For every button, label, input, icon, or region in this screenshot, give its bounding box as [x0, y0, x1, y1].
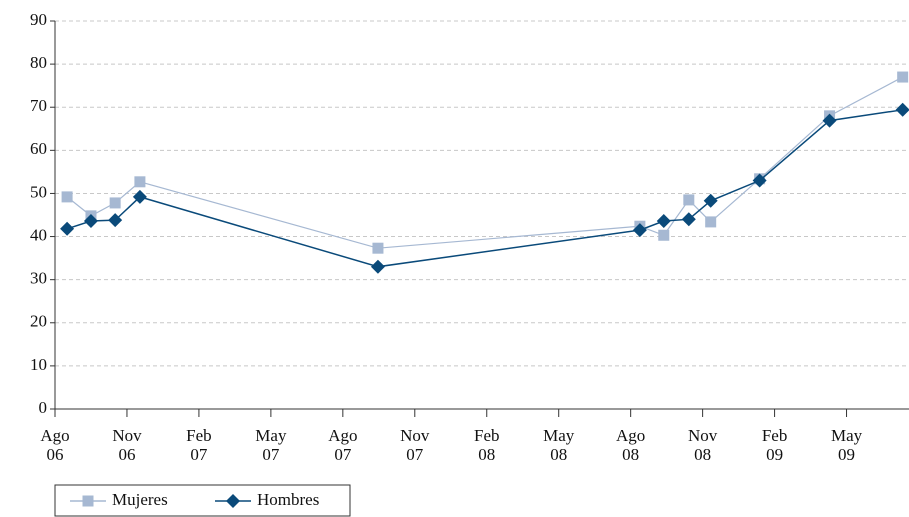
marker — [60, 221, 75, 236]
x-tick-label: Nov 08 — [688, 426, 718, 464]
x-tick-label: Nov 06 — [112, 426, 142, 464]
marker — [132, 189, 147, 204]
x-tick-label: Ago 07 — [328, 426, 357, 464]
marker — [372, 242, 384, 254]
legend-label: Mujeres — [112, 490, 168, 509]
marker — [895, 102, 909, 117]
y-tick-label: 0 — [39, 398, 48, 417]
marker — [705, 216, 717, 228]
y-tick-label: 50 — [30, 182, 47, 201]
marker — [658, 229, 670, 241]
marker — [134, 176, 146, 188]
x-tick-label: Ago 06 — [40, 426, 69, 464]
marker — [82, 495, 94, 507]
x-tick-label: May 07 — [255, 426, 287, 464]
y-tick-label: 90 — [30, 10, 47, 29]
y-tick-label: 20 — [30, 312, 47, 331]
marker — [752, 173, 767, 188]
marker — [226, 494, 240, 508]
marker — [108, 213, 123, 228]
series-line — [66, 76, 903, 249]
marker — [897, 71, 909, 83]
x-tick-label: Ago 08 — [616, 426, 645, 464]
y-tick-label: 60 — [30, 139, 47, 158]
series-line — [66, 109, 903, 268]
marker — [632, 223, 647, 238]
marker — [109, 197, 121, 209]
x-tick-label: Feb 07 — [186, 426, 212, 464]
marker — [822, 113, 837, 128]
x-tick-label: May 09 — [831, 426, 863, 464]
x-tick-label: Feb 08 — [474, 426, 500, 464]
x-tick-label: May 08 — [543, 426, 575, 464]
marker — [683, 194, 695, 206]
marker — [83, 214, 98, 229]
marker — [656, 214, 671, 229]
y-tick-label: 70 — [30, 96, 47, 115]
y-tick-label: 10 — [30, 355, 47, 374]
legend-box — [54, 484, 351, 517]
marker — [681, 212, 696, 227]
x-tick-label: Feb 09 — [762, 426, 788, 464]
x-tick-label: Nov 07 — [400, 426, 430, 464]
y-tick-label: 30 — [30, 269, 47, 288]
y-tick-label: 80 — [30, 53, 47, 72]
marker — [370, 259, 385, 274]
marker — [61, 191, 73, 203]
legend-label: Hombres — [257, 490, 319, 509]
marker — [703, 193, 718, 208]
y-tick-label: 40 — [30, 225, 47, 244]
